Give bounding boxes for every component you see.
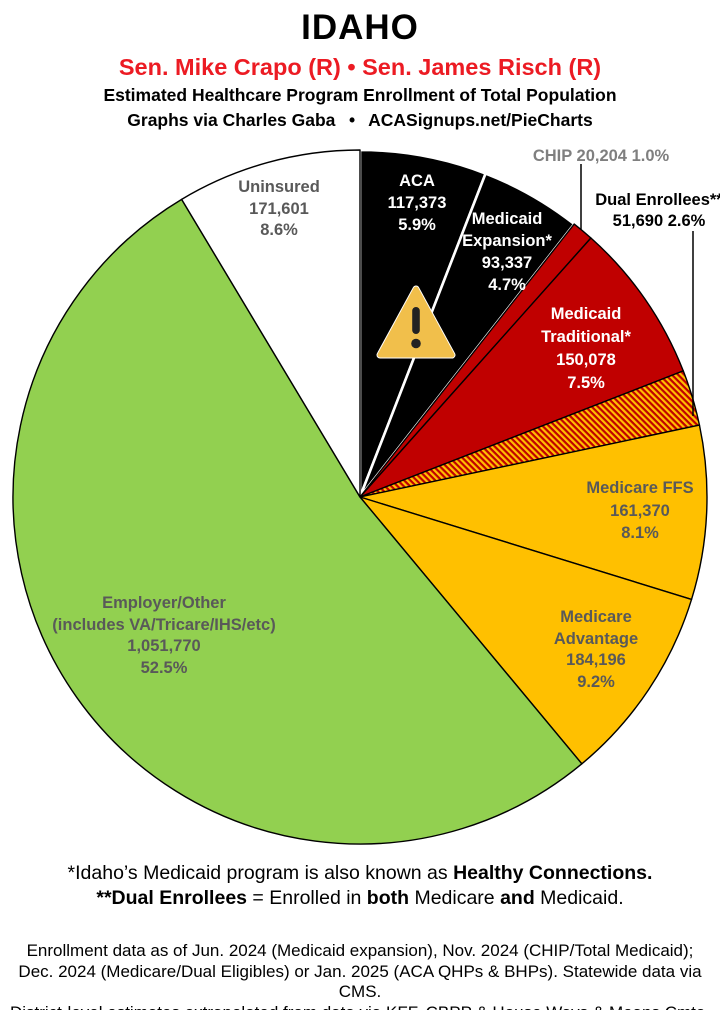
footnote-medicaid: *Idaho’s Medicaid program is also known … <box>67 862 653 884</box>
source-note: Enrollment data as of Jun. 2024 (Medicai… <box>0 941 720 1010</box>
source-line: Dec. 2024 (Medicare/Dual Eligibles) or J… <box>18 961 702 1002</box>
label-text: 1,051,770 <box>127 637 201 655</box>
label-text: Employer/Other <box>102 594 226 612</box>
senators-line: Sen. Mike Crapo (R) • Sen. James Risch (… <box>118 54 602 80</box>
label-text: Traditional* <box>541 328 631 346</box>
pie-label-medicaid-expansion: Medicaid Expansion* 93,337 4.7% <box>462 208 552 296</box>
pie-label-medicare-ffs: Medicare FFS 161,370 8.1% <box>586 477 693 545</box>
label-text: 8.1% <box>621 524 659 542</box>
pie-slice-medicare-advantage <box>359 496 693 765</box>
label-text: 7.5% <box>567 374 605 392</box>
label-text: Medicare FFS <box>586 479 694 497</box>
label-text: Medicaid <box>471 210 543 228</box>
pie-label-chip: CHIP 20,204 1.0% <box>533 145 669 167</box>
label-text: ACA <box>399 172 435 190</box>
label-text: (includes VA/Tricare/IHS/etc) <box>52 615 276 634</box>
label-text: 184,196 <box>566 651 626 669</box>
warning-icon <box>376 285 456 359</box>
source-line: Enrollment data as of Jun. 2024 (Medicai… <box>26 941 694 960</box>
label-text: Medicaid <box>550 305 622 323</box>
label-text: 4.7% <box>488 276 526 294</box>
state-title: IDAHO <box>301 8 419 47</box>
label-text: CHIP 20,204 1.0% <box>532 147 670 165</box>
label-text: 52.5% <box>140 658 188 677</box>
label-text: Expansion* <box>462 232 552 250</box>
pie-slice-uninsured <box>180 149 361 498</box>
pie-slice-medicare-ffs <box>359 424 708 601</box>
label-text: 9.2% <box>577 672 615 691</box>
pie-slices <box>12 148 708 845</box>
label-text: 150,078 <box>556 351 616 369</box>
pie-slice-employer-other <box>12 198 583 845</box>
pie-slice-medicaid-traditional <box>359 237 684 498</box>
chart-credit: Graphs via Charles Gaba • ACASignups.net… <box>127 110 593 130</box>
label-text: Uninsured <box>238 178 320 196</box>
label-text: Advantage <box>553 629 639 648</box>
chart-header: IDAHO Sen. Mike Crapo (R) • Sen. James R… <box>0 0 720 131</box>
label-text: 161,370 <box>610 501 670 520</box>
chart-subtitle: Estimated Healthcare Program Enrollment … <box>103 85 617 105</box>
label-text: Medicare <box>560 608 632 626</box>
footnote-dual-enrollees: **Dual Enrollees = Enrolled in both Medi… <box>96 887 624 909</box>
label-text: 51,690 2.6% <box>612 212 706 230</box>
pie-label-aca: ACA 117,373 5.9% <box>388 170 447 236</box>
label-text: 8.6% <box>260 221 298 239</box>
label-text: 117,373 <box>387 194 447 212</box>
label-text: 171,601 <box>249 199 309 218</box>
pie-label-uninsured: Uninsured 171,601 8.6% <box>238 177 320 242</box>
source-line: District-level estimates extrapolated fr… <box>0 1003 720 1010</box>
pie-label-employer-other: Employer/Other (includes VA/Tricare/IHS/… <box>52 593 275 679</box>
label-text: 5.9% <box>398 216 436 234</box>
pie-label-medicare-advantage: Medicare Advantage 184,196 9.2% <box>554 607 638 693</box>
label-text: Dual Enrollees** <box>595 191 720 209</box>
pie-label-medicaid-traditional: Medicaid Traditional* 150,078 7.5% <box>541 303 631 395</box>
label-text: 93,337 <box>481 254 533 272</box>
pie-label-dual-enrollees: Dual Enrollees** 51,690 2.6% <box>595 190 720 232</box>
